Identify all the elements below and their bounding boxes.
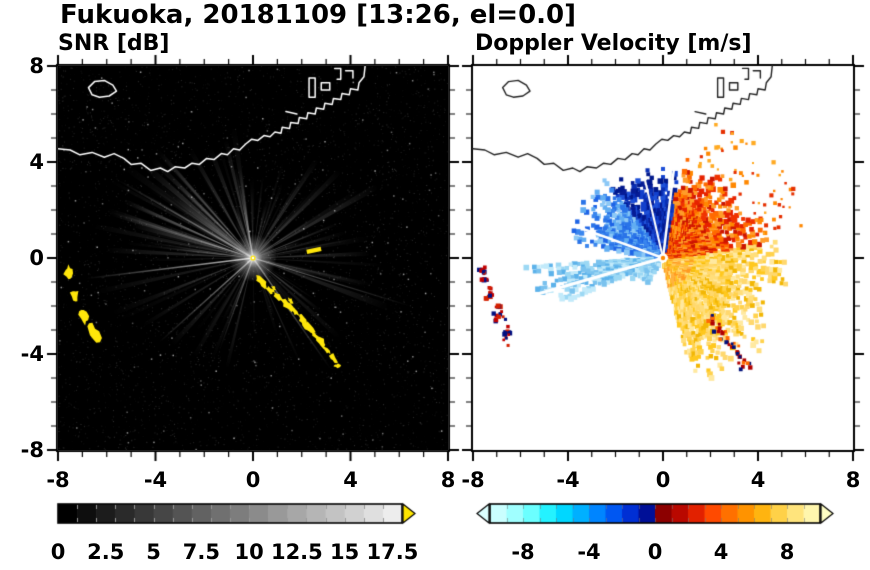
y-tick-label: -4 <box>20 342 44 366</box>
snr-x-tick-label: 4 <box>343 468 358 492</box>
y-tick-label: 0 <box>29 246 44 270</box>
doppler-x-tick-label: -8 <box>461 468 485 492</box>
snr-colorbar-label: 12.5 <box>270 540 323 564</box>
snr-colorbar-label: 2.5 <box>87 540 125 564</box>
snr-x-tick-label: -8 <box>46 468 70 492</box>
snr-colorbar-label: 17.5 <box>366 540 419 564</box>
doppler-x-tick-label: 4 <box>750 468 766 492</box>
snr-ppi-plot <box>58 66 448 450</box>
doppler-x-tick-label: 8 <box>845 468 861 492</box>
doppler-ppi-plot <box>473 66 853 450</box>
snr-x-tick-label: 0 <box>245 468 261 492</box>
snr-colorbar-label: 0 <box>50 540 66 564</box>
doppler-colorbar-label: -8 <box>511 540 535 564</box>
snr-colorbar-label: 7.5 <box>182 540 220 564</box>
doppler-x-tick-label: 0 <box>655 468 671 492</box>
doppler-x-tick-label: -4 <box>556 468 580 492</box>
snr-x-tick-label: 8 <box>440 468 456 492</box>
doppler-colorbar-label: 8 <box>779 540 795 564</box>
doppler-panel-title: Doppler Velocity [m/s] <box>475 31 752 56</box>
snr-colorbar-label: 5 <box>146 540 161 564</box>
y-tick-label: 8 <box>29 54 44 78</box>
figure-title: Fukuoka, 20181109 [13:26, el=0.0] <box>60 0 577 30</box>
doppler-colorbar-label: 4 <box>713 540 729 564</box>
snr-colorbar-label: 15 <box>330 540 360 564</box>
y-tick-label: 4 <box>29 150 44 174</box>
snr-x-tick-label: -4 <box>143 468 168 492</box>
doppler-colorbar-label: 0 <box>647 540 663 564</box>
y-tick-label: -8 <box>20 438 44 462</box>
doppler-colorbar-label: -4 <box>577 540 601 564</box>
snr-colorbar-label: 10 <box>234 540 264 564</box>
snr-panel-title: SNR [dB] <box>58 31 170 56</box>
